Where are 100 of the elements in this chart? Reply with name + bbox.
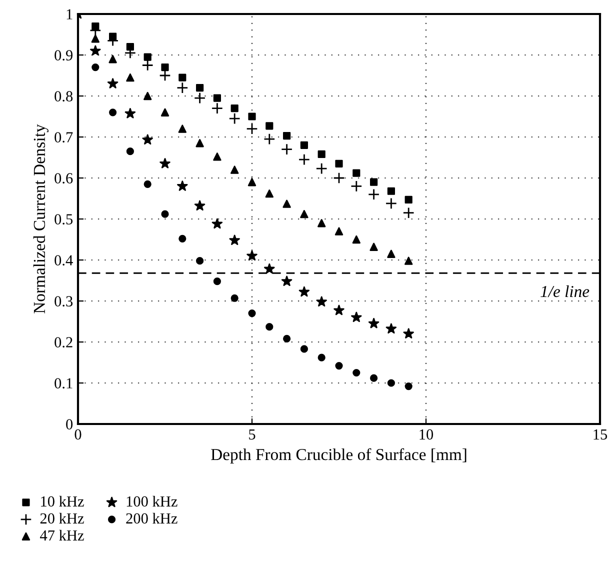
y-tick-label: 0.7: [54, 132, 73, 143]
point: [124, 108, 136, 118]
legend-label: 47 kHz: [40, 530, 84, 540]
point: [333, 172, 345, 184]
point: [387, 187, 395, 195]
point: [368, 188, 380, 200]
x-axis-title: Depth From Crucible of Surface [mm]: [211, 448, 466, 464]
point: [404, 196, 412, 204]
point: [404, 382, 412, 390]
point: [352, 235, 360, 244]
point: [350, 180, 362, 192]
point: [246, 122, 258, 135]
point: [230, 294, 238, 302]
point: [213, 152, 222, 161]
point: [176, 82, 188, 94]
y-tick-label: 0.4: [54, 255, 73, 266]
point: [352, 169, 360, 177]
y-tick-label: 0.9: [54, 50, 73, 61]
point: [283, 334, 291, 343]
point: [404, 256, 413, 265]
point: [282, 200, 291, 208]
point: [318, 354, 326, 362]
y-tick-label: 0.2: [54, 337, 72, 348]
point: [92, 63, 100, 72]
point: [178, 124, 186, 133]
point: [387, 379, 395, 387]
y-axis-title: Normalized Current Density: [33, 124, 48, 314]
point: [144, 180, 152, 188]
point: [370, 242, 378, 251]
point: [108, 55, 117, 64]
x-tick-label: 5: [249, 429, 256, 440]
point: [387, 250, 396, 258]
point: [352, 368, 360, 377]
point: [211, 102, 224, 114]
point: [316, 296, 327, 306]
y-tick-label: 0.3: [54, 296, 73, 307]
point: [178, 74, 186, 82]
point: [334, 227, 344, 236]
point: [144, 92, 152, 100]
point: [91, 34, 100, 43]
point: [196, 257, 204, 265]
x-tick-label: 10: [420, 429, 434, 440]
point: [318, 150, 326, 158]
point: [248, 112, 256, 120]
point: [177, 180, 188, 191]
legend-label: 20 kHz: [40, 512, 84, 524]
point: [264, 263, 275, 274]
point: [370, 178, 378, 186]
point: [281, 276, 292, 286]
point: [246, 250, 258, 261]
point: [229, 234, 240, 245]
point: [107, 78, 118, 88]
point: [126, 148, 134, 156]
x-tick-label: 0: [74, 429, 82, 440]
legend-label: 10 kHz: [41, 496, 84, 507]
point: [335, 362, 343, 370]
point: [300, 210, 308, 218]
point: [230, 166, 239, 174]
point: [280, 143, 293, 156]
point: [283, 132, 291, 140]
y-tick-label: 0.8: [54, 91, 73, 102]
point: [126, 73, 134, 82]
point: [318, 219, 326, 228]
point: [161, 63, 169, 72]
point: [335, 160, 343, 168]
point: [403, 328, 414, 338]
point: [228, 112, 240, 124]
point: [196, 84, 204, 92]
point: [161, 210, 169, 218]
y-tick-label: 0.1: [54, 378, 72, 389]
point: [160, 158, 170, 168]
point: [300, 141, 308, 149]
point: [213, 278, 221, 286]
y-tick-label: 1: [66, 9, 72, 20]
point: [194, 92, 206, 104]
legend-label: 200 kHz: [126, 512, 178, 524]
point: [248, 178, 256, 186]
point: [266, 323, 274, 331]
point: [298, 154, 310, 166]
point: [264, 133, 276, 145]
x-tick-label: 15: [594, 429, 608, 440]
y-tick-label: 0.5: [54, 214, 73, 225]
point: [298, 286, 310, 297]
point: [402, 207, 414, 219]
point: [213, 94, 221, 102]
point: [90, 45, 101, 56]
point: [159, 70, 171, 82]
point: [144, 53, 152, 61]
point: [370, 374, 378, 382]
point: [160, 108, 170, 116]
point: [368, 318, 380, 328]
point: [266, 122, 274, 130]
point: [142, 134, 153, 145]
point: [265, 189, 274, 198]
legend-label: 100 kHz: [126, 496, 178, 507]
point: [142, 59, 154, 72]
point: [351, 312, 362, 322]
point: [248, 310, 256, 318]
point: [196, 139, 204, 148]
point: [194, 200, 206, 211]
